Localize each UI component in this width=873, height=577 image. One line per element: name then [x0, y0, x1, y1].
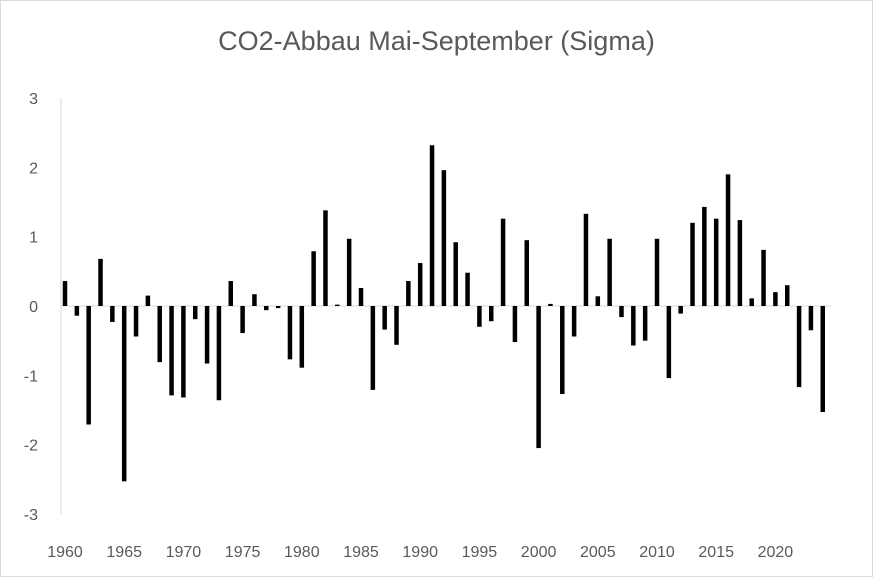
- bar-2001: [548, 303, 553, 306]
- x-tick-label: 2005: [580, 544, 616, 561]
- x-tick-label: 1965: [106, 544, 142, 561]
- bar-1999: [524, 240, 530, 306]
- y-tick-label: -3: [24, 507, 38, 524]
- bar-1960: [62, 281, 68, 306]
- bar-2024: [820, 306, 826, 413]
- bar-1978: [275, 306, 281, 309]
- y-axis: -3 -2 -1 0 1 2 3: [24, 91, 62, 524]
- bar-2014: [702, 206, 707, 306]
- bar-1998: [512, 306, 518, 343]
- bar-2019: [761, 249, 766, 306]
- x-tick-label: 1970: [166, 544, 202, 561]
- bar-2016: [725, 174, 731, 306]
- y-tick-label: 0: [29, 299, 38, 316]
- bar-1977: [264, 306, 269, 311]
- x-tick-label: 2015: [698, 544, 734, 561]
- x-tick-label: 1985: [343, 544, 379, 561]
- bar-1994: [465, 272, 470, 306]
- bar-1961: [74, 306, 80, 316]
- bar-2020: [773, 292, 778, 306]
- bars: [62, 145, 826, 482]
- bar-2021: [784, 285, 790, 306]
- bar-2007: [619, 306, 624, 318]
- bar-1982: [323, 210, 328, 306]
- y-tick-label: -1: [24, 368, 38, 385]
- bar-2022: [796, 306, 802, 388]
- bar-2017: [737, 220, 743, 306]
- chart-title: CO2-Abbau Mai-September (Sigma): [218, 26, 655, 56]
- x-axis: 1960 1965 1970 1975 1980 1985 1990 1995 2000 2005…: [47, 305, 831, 561]
- bar-1980: [299, 306, 305, 368]
- bar-1987: [382, 306, 387, 330]
- x-tick-label: 1975: [225, 544, 261, 561]
- bar-1965: [121, 306, 127, 482]
- bar-2010: [654, 238, 660, 306]
- bar-1989: [406, 281, 411, 306]
- x-tick-label: 1960: [47, 544, 83, 561]
- bar-1981: [311, 251, 316, 306]
- bar-1962: [86, 306, 91, 425]
- bar-1986: [370, 306, 376, 390]
- bar-2011: [666, 306, 672, 379]
- bar-1970: [181, 306, 186, 398]
- bar-1969: [169, 306, 174, 396]
- bar-2005: [595, 296, 601, 306]
- bar-2023: [808, 306, 814, 331]
- bar-1971: [192, 306, 198, 320]
- bar-2008: [631, 306, 636, 346]
- bar-2015: [713, 218, 719, 306]
- x-tick-label: 2000: [521, 544, 557, 561]
- y-tick-label: -2: [24, 438, 38, 455]
- bar-1997: [500, 218, 506, 306]
- bar-2000: [536, 306, 541, 449]
- x-tick-label: 1995: [462, 544, 498, 561]
- bar-1976: [252, 294, 257, 306]
- y-tick-label: 1: [29, 230, 38, 247]
- bar-1983: [335, 304, 340, 306]
- bar-1964: [110, 306, 115, 322]
- bar-1968: [157, 306, 162, 363]
- bar-1975: [240, 306, 245, 334]
- bar-2009: [642, 306, 648, 341]
- bar-1979: [287, 306, 293, 360]
- bar-1993: [453, 242, 458, 306]
- bar-2013: [690, 222, 695, 306]
- bar-2018: [749, 298, 754, 306]
- bar-1974: [228, 281, 234, 306]
- bar-2003: [571, 306, 577, 337]
- y-tick-label: 2: [29, 160, 38, 177]
- bar-2002: [560, 306, 565, 395]
- bar-2006: [607, 238, 612, 306]
- x-tick-label: 2010: [639, 544, 675, 561]
- bar-1966: [133, 306, 139, 337]
- bar-1991: [429, 145, 435, 306]
- bar-2004: [583, 213, 589, 306]
- bar-1973: [216, 306, 222, 401]
- bar-1995: [477, 306, 482, 327]
- bar-1996: [488, 306, 494, 322]
- y-tick-label: 3: [29, 91, 38, 108]
- bar-1984: [346, 238, 352, 306]
- x-tick-label: 1980: [284, 544, 320, 561]
- bar-1990: [417, 263, 423, 306]
- x-tick-label: 2020: [758, 544, 794, 561]
- bar-2012: [678, 306, 683, 314]
- bar-1992: [441, 170, 447, 306]
- x-tick-label: 1990: [402, 544, 438, 561]
- bar-1963: [98, 258, 103, 306]
- bar-1967: [145, 295, 151, 306]
- bar-1988: [394, 306, 399, 345]
- bar-1972: [204, 306, 210, 364]
- bar-1985: [358, 287, 364, 306]
